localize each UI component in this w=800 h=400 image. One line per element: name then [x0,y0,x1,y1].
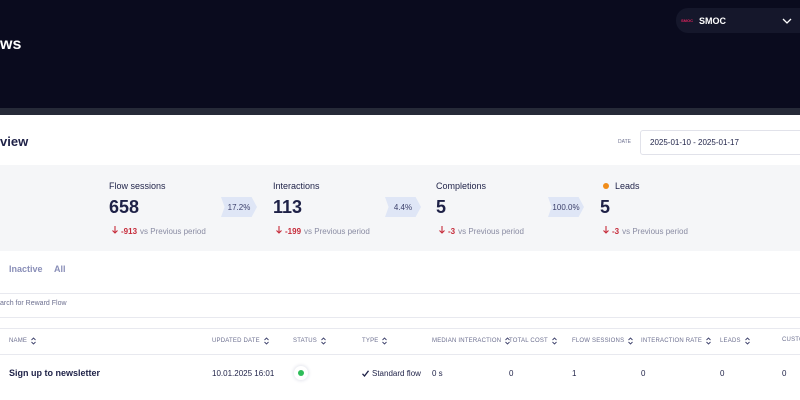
column-header[interactable]: LEADS [720,337,750,345]
stat-label: Flow sessions [109,181,166,191]
cell: 0 [782,369,787,378]
stat-label-text: Leads [615,181,640,191]
cell: 0 [509,369,514,378]
type-text: Standard flow [372,369,421,378]
down-arrow [439,226,445,236]
overview-title: view [0,134,29,149]
stat-value: 5 [600,197,611,217]
leads-dot [603,183,609,189]
column-header[interactable]: STATUS [293,337,326,345]
column-header[interactable]: MEDIAN INTERACTION [432,337,511,345]
column-header[interactable]: TYPE [362,337,388,345]
stat-label-text: Interactions [273,181,320,191]
stat-label-text: Flow sessions [109,181,166,191]
search-border-bottom [0,317,800,318]
column-header-text: FLOW SESSIONS [572,338,625,344]
delta-suffix: vs Previous period [622,226,688,236]
column-header-text: CUSTO [782,337,800,343]
stat-value: 113 [273,197,303,217]
divider-band [0,108,800,115]
sort-icon [628,337,634,345]
delta-suffix: vs Previous period [140,226,206,236]
search-input[interactable]: arch for Reward Flow [0,300,67,307]
down-arrow [112,226,118,236]
cell: 0 s [432,369,443,378]
sort-icon [744,337,750,345]
column-header[interactable]: INTERACTION RATE [641,337,711,345]
delta-value: -3 [612,226,620,236]
sort-icon [505,337,511,345]
change-badge: 17.2% [221,197,257,217]
sort-icon [264,337,269,345]
change-badge: 100.0% [548,197,584,217]
change-badge: 4.4% [385,197,421,217]
check-icon [362,370,369,377]
date-label: DATE [618,139,631,145]
flow-name[interactable]: Sign up to newsletter [9,368,101,378]
tab[interactable]: Inactive [9,264,43,274]
account-logo: SMOC [681,18,693,23]
cell: 0 [641,369,646,378]
stat-delta: -3 vs Previous period [603,226,688,236]
date-input[interactable]: 2025-01-10 - 2025-01-17 [640,130,800,155]
search-placeholder: arch for Reward Flow [0,300,67,307]
column-header[interactable]: TOTAL COST [509,337,557,345]
stat-value: 5 [436,197,447,217]
stat-delta: -913 vs Previous period [112,226,206,236]
table-header-border [0,354,800,355]
stat-label: Interactions [273,181,320,191]
delta-value: -199 [285,226,302,236]
delta-suffix: vs Previous period [304,226,370,236]
column-header-text: UPDATED DATE [212,338,260,344]
chevron [782,18,792,24]
account-name: SMOC [699,15,726,26]
account-selector[interactable]: SMOC SMOC [676,8,800,33]
tab[interactable]: All [54,264,66,274]
stat-value: 658 [109,197,140,217]
stat-label: Leads [603,181,640,191]
column-header-text: TYPE [362,338,379,344]
down-arrow [603,226,609,236]
column-header-text: STATUS [293,338,317,344]
cell: 0 [720,369,725,378]
date-range: 2025-01-10 - 2025-01-17 [650,138,739,147]
stat-delta: -199 vs Previous period [276,226,370,236]
column-header[interactable]: NAME [9,337,36,345]
column-header[interactable]: UPDATED DATE [212,337,269,345]
stat-label-text: Completions [436,181,487,191]
sort-icon [31,337,36,345]
stat-label: Completions [436,181,486,191]
delta-value: -913 [121,226,138,236]
cell: 10.01.2025 16:01 [212,369,275,378]
top-bar [0,0,800,108]
column-header[interactable]: FLOW SESSIONS [572,337,634,345]
delta-value: -3 [448,226,456,236]
table-top-border [0,328,800,329]
sort-icon [321,337,326,345]
sort-icon [552,337,557,345]
sort-icon [706,337,711,345]
column-header[interactable]: CUSTO [782,337,800,343]
stat-delta: -3 vs Previous period [439,226,524,236]
column-header-text: MEDIAN INTERACTION [432,338,502,344]
down-arrow [276,226,282,236]
column-header-text: LEADS [720,338,741,344]
page-title: ws [0,36,22,53]
cell: 1 [572,369,577,378]
search-border-top [0,293,800,294]
sort-icon [382,337,388,345]
type-cell: Standard flow [362,369,421,378]
column-header-text: NAME [9,338,28,344]
status-dot [298,370,304,376]
column-header-text: TOTAL COST [509,338,548,344]
column-header-text: INTERACTION RATE [641,338,703,344]
delta-suffix: vs Previous period [458,226,524,236]
